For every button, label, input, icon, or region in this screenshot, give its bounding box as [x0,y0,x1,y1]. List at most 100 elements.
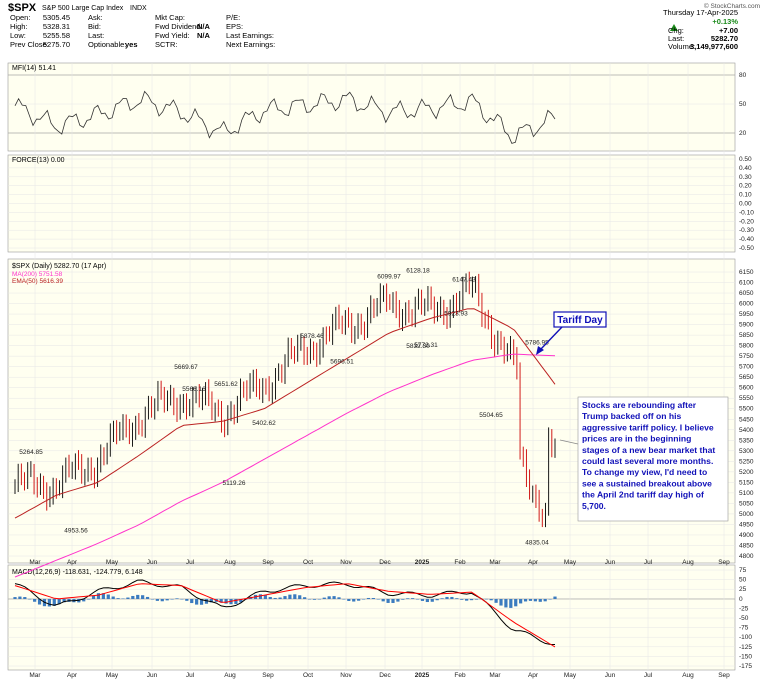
x-tick-label: 2025 [415,672,430,679]
macd-histogram-bar [180,598,184,600]
y-tick-label: 5600 [739,385,754,392]
annotation-line: the April 2nd tariff day high of [582,490,704,500]
peak-label: 5832.30 [406,343,430,350]
y-tick-label: 5900 [739,322,754,329]
x-tick-label-top: Mar [489,559,501,566]
macd-histogram-bar [361,599,366,600]
macd-histogram-bar [278,597,282,599]
macd-histogram-bar [538,599,542,602]
macd-histogram-bar [288,594,292,599]
macd-histogram-bar [342,599,346,600]
watermark: © StockCharts.com [704,2,760,10]
macd-histogram-bar [18,596,22,599]
macd-histogram-bar [533,599,537,602]
quote-value-3: 5275.70 [43,40,70,49]
quote-cap-label-0: Mkt Cap: [155,13,185,22]
y-tick-label: 5250 [739,458,754,465]
ma200-line [14,353,556,578]
quote-value-1: 5328.31 [43,22,70,31]
quote-block: Open: 5305.45 Ask: Mkt Cap: P/E: High: 5328.31… [10,8,738,51]
x-tick-label: Apr [67,672,78,679]
y-tick-label: -0.20 [739,218,754,225]
annotation-box [577,396,729,522]
macd-histogram-bar [204,599,209,604]
quote-right-label-1: Last: [668,34,684,43]
force-label: FORCE(13) 0.00 [12,157,65,164]
y-tick-label: 25 [739,586,747,593]
annotation-line: Stocks are rebounding after [582,400,697,410]
macd-histogram-bar [47,599,51,607]
ema50-line [14,308,556,519]
macd-histogram-bar [96,593,101,599]
macd-histogram-bar [160,599,164,602]
x-tick-label: Sep [262,672,274,679]
index-name: S&P 500 Large Cap Index [42,5,124,12]
macd-histogram-bar [440,598,444,599]
peak-label: 5119.26 [222,480,245,487]
macd-histogram-bar [337,597,341,599]
macd-histogram-bar [239,599,243,603]
macd-histogram-bar [523,599,528,602]
macd-histogram-bar [258,594,263,599]
macd-histogram-bar [82,599,86,602]
x-tick-label-top: Apr [528,559,539,566]
y-tick-label: 5850 [739,332,754,339]
macd-histogram-bar [165,599,169,601]
peak-label: 6099.97 [377,274,401,281]
peak-label: 6147.43 [452,277,476,284]
annotation-line: 5,700. [582,501,606,511]
macd-histogram-bar [415,599,420,600]
macd-histogram-bar [268,597,272,599]
y-tick-label: 5450 [739,416,754,423]
x-tick-label: Jun [147,672,158,679]
macd-histogram-bar [199,599,204,605]
x-tick-label: Aug [682,672,694,679]
symbol: $SPX [8,2,37,14]
y-tick-label: 50 [739,577,747,584]
macd-histogram-bar [386,599,390,603]
y-tick-label: -0.40 [739,236,754,243]
y-tick-label: -50 [739,615,749,622]
y-tick-label: 4900 [739,532,754,539]
quote-value-2: 5255.58 [43,31,70,40]
quote-mid-label-2: Last: [88,31,104,40]
peak-label: 5923.93 [444,311,468,318]
annotation-line: could last several more months. [582,456,713,466]
macd-histogram-bar [460,599,464,600]
macd-histogram-bar [303,597,307,599]
y-tick-label: -175 [739,663,752,670]
macd-histogram-bar [514,599,518,607]
y-tick-label: 5700 [739,364,754,371]
y-tick-label: 0.00 [739,201,752,208]
peak-label: 6128.18 [406,268,430,275]
peak-label: 5402.62 [252,420,276,427]
macd-histogram-bar [136,594,140,599]
quote-right-label-2: Volume: [668,42,695,51]
x-tick-label-top: Sep [718,559,730,566]
macd-histogram-bar [33,599,37,602]
macd-histogram-bar [141,595,145,599]
quote-cap-value-1: N/A [197,22,211,31]
macd-series [13,579,557,648]
macd-histogram-bar [150,599,155,600]
annotation-line: To change my view, I'd need to [582,467,707,477]
macd-histogram-bar [371,597,375,599]
peak-label: 5786.95 [525,339,549,346]
macd-histogram-bar [62,599,66,603]
y-tick-label: 5200 [739,469,754,476]
quote-pe-label-0: P/E: [226,13,240,22]
macd-histogram-bar [411,598,415,599]
up-arrow-icon [670,24,678,31]
y-tick-label: 4950 [739,521,754,528]
macd-histogram-bar [322,597,326,599]
macd-histogram-bar [519,599,523,604]
y-tick-label: 0 [739,596,743,603]
macd-histogram-bar [101,593,105,599]
macd-histogram-bar [494,599,498,603]
macd-histogram-bar [504,599,508,608]
macd-panel [7,564,736,671]
y-tick-label: -150 [739,653,752,660]
macd-histogram-bar [548,599,552,600]
macd-histogram-bar [155,599,159,601]
